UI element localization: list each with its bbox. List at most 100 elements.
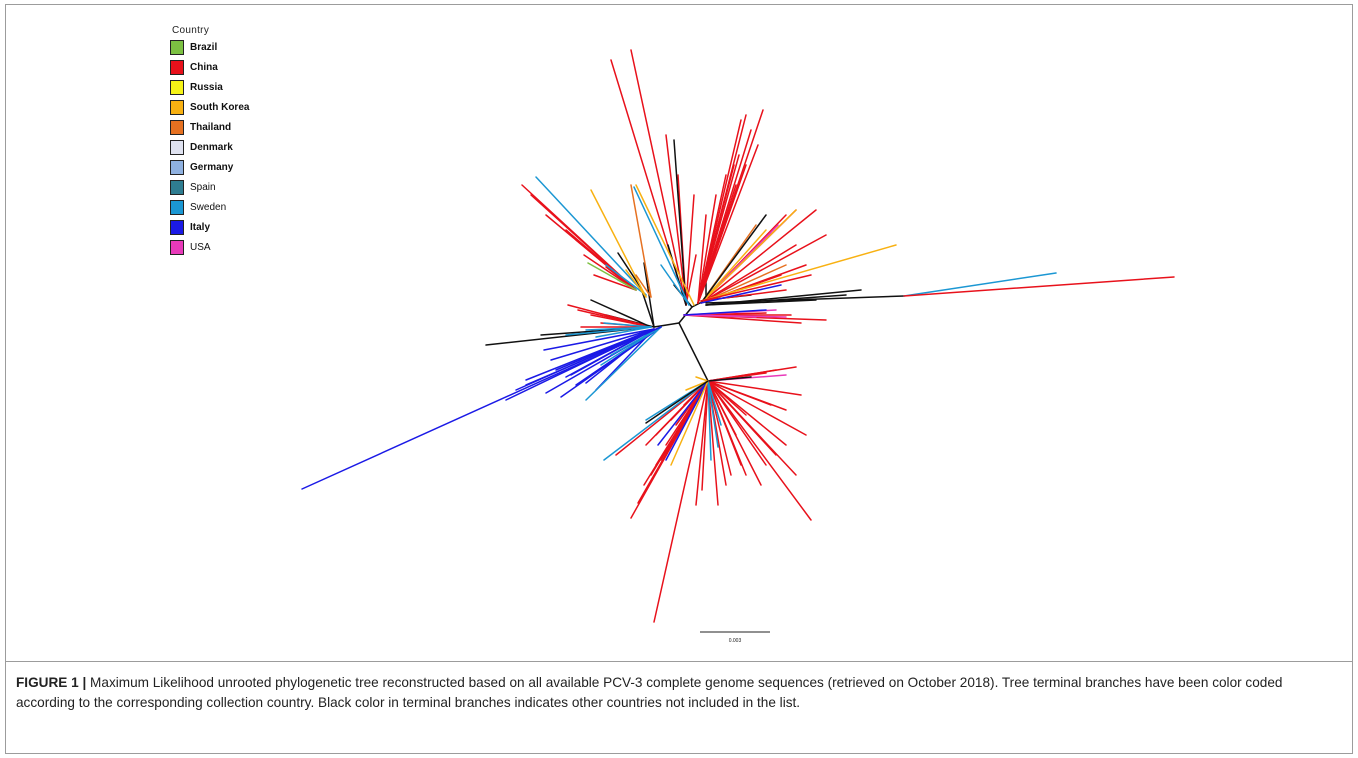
- legend-label: Italy: [190, 221, 211, 233]
- tree-branch: [700, 244, 797, 304]
- tree-branch: [630, 49, 687, 306]
- tree-branch: [700, 284, 782, 304]
- tree-branch: [653, 322, 680, 328]
- tree-branch: [903, 272, 1057, 297]
- legend-item: South Korea: [170, 97, 249, 117]
- tree-branch: [700, 234, 827, 304]
- caption-text: Maximum Likelihood unrooted phylogenetic…: [16, 675, 1283, 710]
- tree-branch: [697, 214, 707, 304]
- tree-branch: [707, 380, 737, 436]
- tree-branch: [605, 266, 637, 291]
- legend-item: Thailand: [170, 117, 249, 137]
- legend-swatch: [170, 99, 184, 115]
- tree-branch: [603, 380, 709, 461]
- tree-branch: [903, 276, 1175, 297]
- legend-swatch: [170, 199, 184, 215]
- tree-branch: [683, 314, 757, 318]
- legend-label: Thailand: [190, 121, 232, 133]
- tree-branch: [625, 269, 647, 298]
- tree-branch: [707, 380, 719, 448]
- legend-label: Spain: [190, 181, 216, 193]
- tree-branch: [665, 134, 687, 306]
- legend-item: Sweden: [170, 197, 249, 217]
- tree-branch: [700, 209, 817, 304]
- tree-branch: [707, 380, 747, 416]
- tree-branch: [585, 326, 652, 331]
- tree-branch: [707, 366, 797, 382]
- tree-branch: [697, 174, 727, 304]
- legend: Country Brazil China Russia South Korea Thai…: [170, 25, 249, 257]
- legend-item: Spain: [170, 177, 249, 197]
- tree-branch: [678, 322, 709, 382]
- tree-branch: [697, 144, 759, 304]
- tree-branch: [525, 328, 655, 381]
- legend-swatch: [170, 39, 184, 55]
- tree-branch: [535, 176, 647, 296]
- legend-title: Country: [172, 25, 210, 36]
- tree-branch: [660, 264, 690, 306]
- legend-swatch: [170, 59, 184, 75]
- scale-bar-label: 0.003: [729, 638, 742, 644]
- legend-swatch: [170, 219, 184, 235]
- tree-branch: [707, 380, 797, 476]
- tree-branch: [610, 326, 662, 356]
- tree-branch: [640, 287, 655, 328]
- tree-branch: [697, 194, 717, 304]
- tree-branch: [590, 189, 647, 298]
- legend-label: Brazil: [190, 41, 218, 53]
- phylogenetic-tree: 0.003: [301, 49, 1175, 644]
- tree-branch: [595, 326, 652, 338]
- tree-branch: [707, 380, 787, 411]
- legend-label: Sweden: [190, 201, 227, 213]
- tree-branch: [707, 380, 719, 506]
- tree-branch: [707, 380, 812, 521]
- tree-branch: [665, 380, 709, 461]
- tree-branch: [635, 274, 652, 298]
- tree-branch: [697, 184, 737, 304]
- tree-branch: [707, 380, 747, 476]
- tree-branch: [585, 326, 662, 401]
- tree-branch: [683, 314, 802, 324]
- plot-panel: 0.003 Country Brazil China Russia South Kor…: [6, 5, 1352, 662]
- tree-branch: [707, 380, 807, 436]
- tree-branch: [707, 380, 712, 461]
- tree-branch: [700, 274, 812, 302]
- tree-branch: [707, 380, 802, 396]
- tree-branch: [683, 309, 767, 316]
- tree-branch: [633, 186, 690, 306]
- legend-label: USA: [190, 241, 211, 253]
- legend-item: China: [170, 57, 249, 77]
- scale-bar: 0.003: [700, 631, 770, 644]
- legend-item: USA: [170, 237, 249, 257]
- legend-label: Denmark: [190, 141, 233, 153]
- tree-branch: [707, 380, 722, 426]
- tree-branch: [667, 244, 687, 306]
- tree-branch: [707, 376, 752, 382]
- tree-branch: [603, 322, 652, 328]
- legend-swatch: [170, 119, 184, 135]
- tree-branch: [543, 328, 655, 351]
- tree-branch: [707, 380, 732, 476]
- legend-label: South Korea: [190, 101, 250, 113]
- legend-swatch: [170, 139, 184, 155]
- tree-branch: [701, 380, 709, 491]
- tree-branch: [590, 314, 652, 328]
- tree-branch: [593, 274, 637, 291]
- tree-branch: [695, 376, 709, 382]
- legend-item: Denmark: [170, 137, 249, 157]
- legend-label: Russia: [190, 81, 223, 93]
- tree-branch: [673, 139, 687, 306]
- legend-swatch: [170, 159, 184, 175]
- figure-label: FIGURE 1 |: [16, 675, 87, 690]
- tree-branch: [630, 184, 652, 298]
- legend-swatch: [170, 239, 184, 255]
- legend-swatch: [170, 79, 184, 95]
- legend-item: Russia: [170, 77, 249, 97]
- tree-branch: [550, 328, 655, 361]
- tree-branch: [700, 229, 767, 304]
- tree-branch: [700, 209, 797, 304]
- tree-branch: [635, 184, 695, 306]
- legend-item: Italy: [170, 217, 249, 237]
- legend-item: Brazil: [170, 37, 249, 57]
- tree-branch: [657, 380, 709, 446]
